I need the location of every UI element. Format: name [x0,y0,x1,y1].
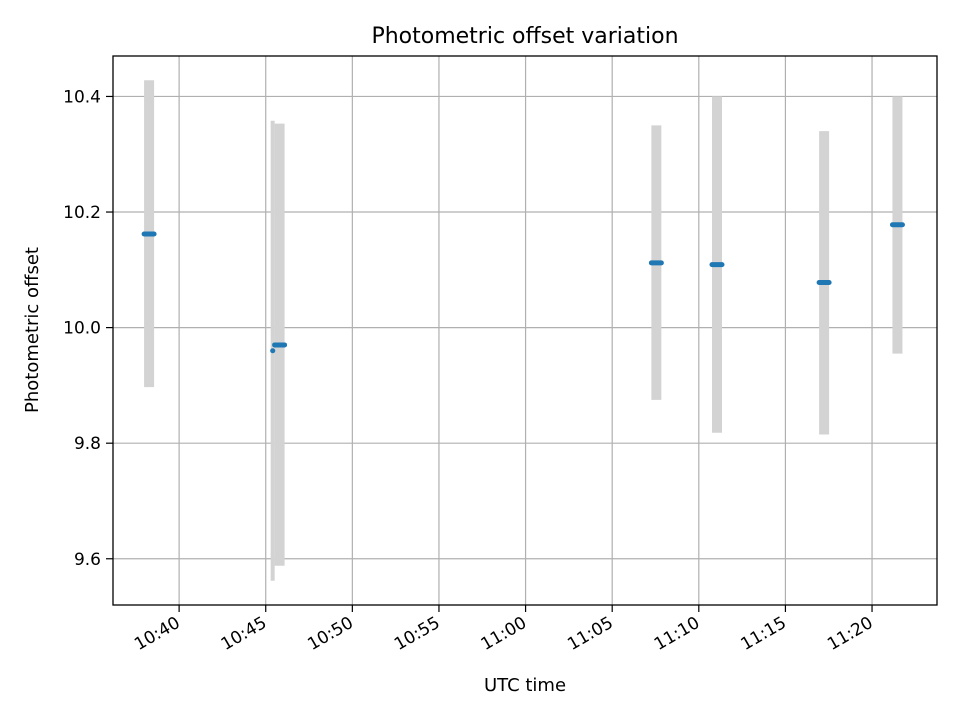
x-axis-label: UTC time [484,675,566,696]
chart-title: Photometric offset variation [371,24,678,49]
x-axis: 10:40 10:45 10:50 10:55 11:00 11:05 11:10 11:15… [131,605,877,655]
y-tick-label: 9.6 [74,550,101,570]
y-tick-label: 9.8 [74,434,101,454]
y-axis-label: Photometric offset [22,247,43,413]
x-tick-label: 11:10 [651,613,703,655]
x-tick-label: 10:40 [131,613,183,655]
x-tick-label: 10:50 [304,613,356,655]
x-tick-label: 11:20 [824,613,876,655]
x-tick-label: 10:55 [391,613,443,655]
y-tick-label: 10.0 [63,319,101,339]
y-tick-label: 10.4 [63,87,101,107]
x-tick-label: 11:05 [564,613,616,655]
x-tick-label: 11:00 [478,613,530,655]
x-tick-label: 10:45 [218,613,270,655]
grid [113,56,937,605]
data-points [141,222,905,354]
x-tick-label: 11:15 [737,613,789,655]
y-axis: 9.6 9.8 10.0 10.2 10.4 [63,87,113,570]
y-tick-label: 10.2 [63,203,101,223]
